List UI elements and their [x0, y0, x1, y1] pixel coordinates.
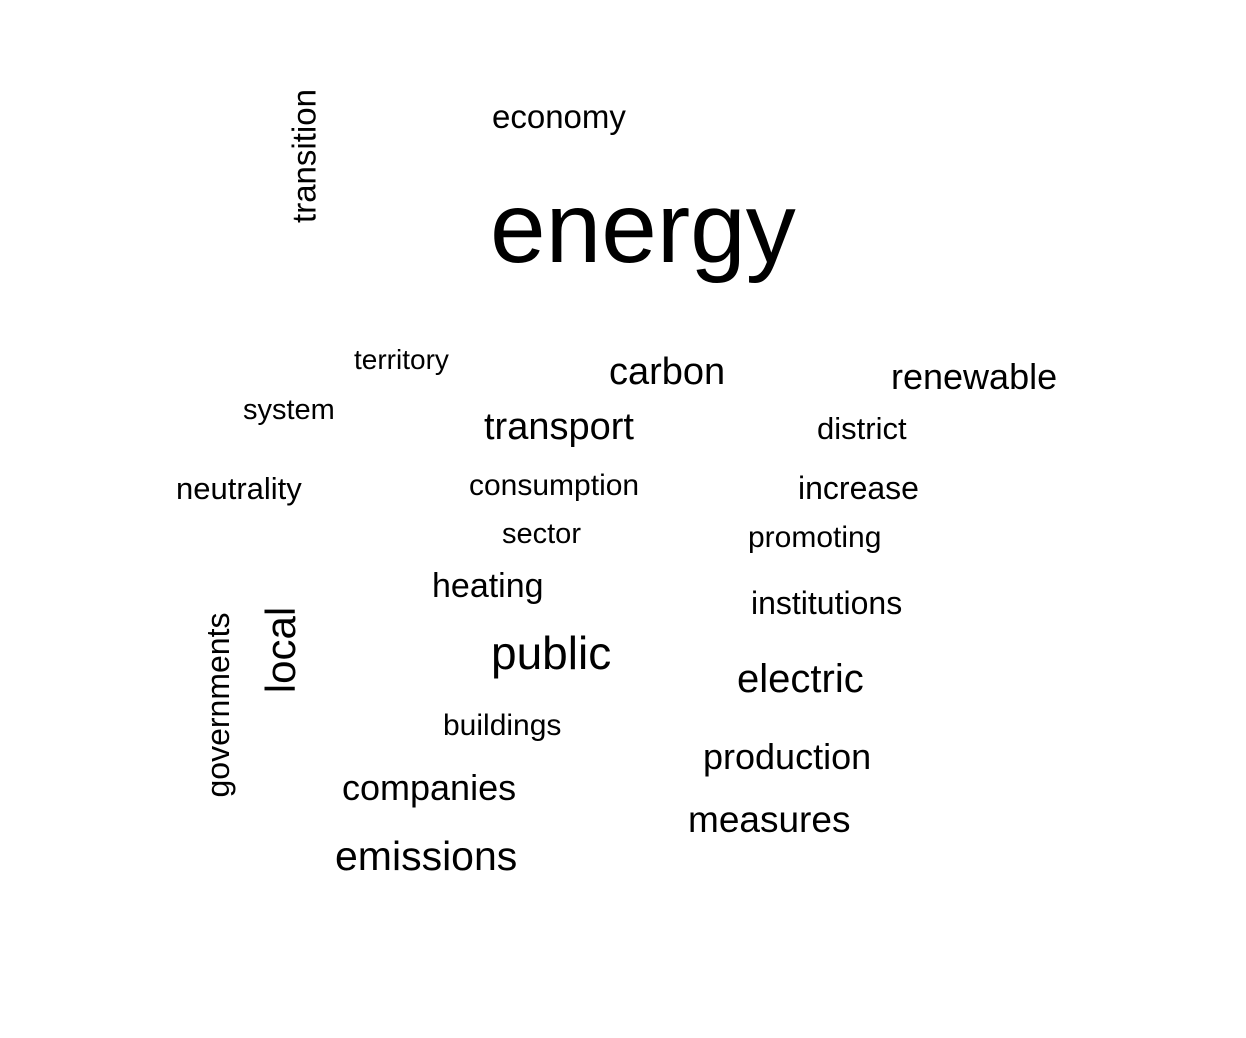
word-heating: heating [432, 567, 544, 605]
word-emissions: emissions [335, 833, 518, 879]
word-transition: transition [285, 89, 323, 223]
word-district: district [817, 411, 907, 446]
word-carbon: carbon [609, 351, 726, 393]
word-local: local [257, 606, 304, 694]
word-renewable: renewable [891, 356, 1058, 397]
word-buildings: buildings [443, 709, 562, 742]
word-energy: energy [490, 172, 796, 284]
word-electric: electric [737, 657, 864, 701]
word-governments: governments [200, 612, 236, 798]
word-companies: companies [342, 767, 517, 808]
word-neutrality: neutrality [176, 471, 302, 506]
word-public: public [491, 627, 612, 679]
word-system: system [243, 394, 335, 426]
word-consumption: consumption [469, 469, 640, 502]
word-promoting: promoting [748, 521, 882, 554]
word-institutions: institutions [751, 585, 903, 621]
word-economy: economy [492, 98, 626, 135]
word-territory: territory [354, 344, 449, 375]
word-measures: measures [688, 799, 851, 840]
word-increase: increase [798, 470, 919, 506]
word-sector: sector [502, 518, 581, 550]
word-transport: transport [484, 406, 634, 448]
word-production: production [703, 736, 872, 777]
